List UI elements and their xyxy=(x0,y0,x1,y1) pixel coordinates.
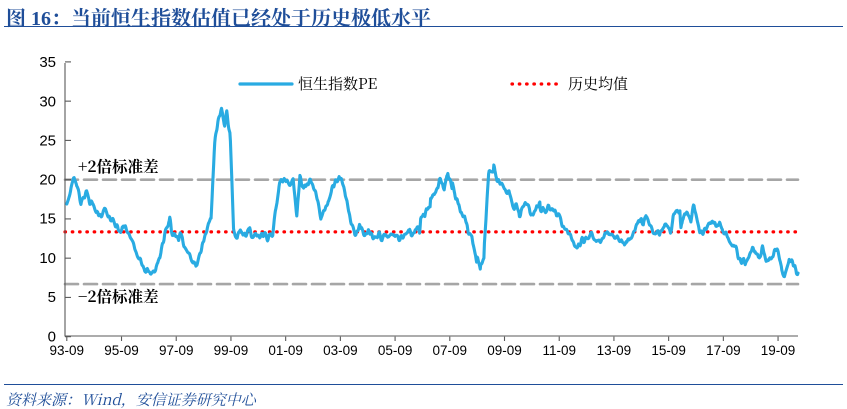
svg-text:07-09: 07-09 xyxy=(433,343,468,358)
svg-text:93-09: 93-09 xyxy=(50,343,85,358)
svg-text:97-09: 97-09 xyxy=(159,343,194,358)
svg-text:−2倍标准差: −2倍标准差 xyxy=(78,285,159,307)
svg-text:5: 5 xyxy=(48,289,56,306)
svg-text:95-09: 95-09 xyxy=(104,343,139,358)
svg-text:10: 10 xyxy=(39,250,56,267)
svg-text:+2倍标准差: +2倍标准差 xyxy=(78,155,159,177)
svg-text:恒生指数PE: 恒生指数PE xyxy=(298,73,377,94)
svg-text:25: 25 xyxy=(39,133,56,150)
svg-text:15: 15 xyxy=(39,211,56,228)
svg-text:13-09: 13-09 xyxy=(597,343,632,358)
svg-text:09-09: 09-09 xyxy=(487,343,522,358)
svg-text:35: 35 xyxy=(39,54,56,71)
svg-text:17-09: 17-09 xyxy=(706,343,741,358)
svg-text:05-09: 05-09 xyxy=(378,343,413,358)
svg-text:03-09: 03-09 xyxy=(323,343,358,358)
svg-text:30: 30 xyxy=(39,94,56,111)
svg-text:11-09: 11-09 xyxy=(542,343,576,358)
svg-text:20: 20 xyxy=(39,172,56,189)
svg-text:99-09: 99-09 xyxy=(214,343,249,358)
svg-text:历史均值: 历史均值 xyxy=(568,73,628,94)
svg-text:19-09: 19-09 xyxy=(761,343,796,358)
svg-text:15-09: 15-09 xyxy=(651,343,686,358)
svg-text:01-09: 01-09 xyxy=(268,343,303,358)
